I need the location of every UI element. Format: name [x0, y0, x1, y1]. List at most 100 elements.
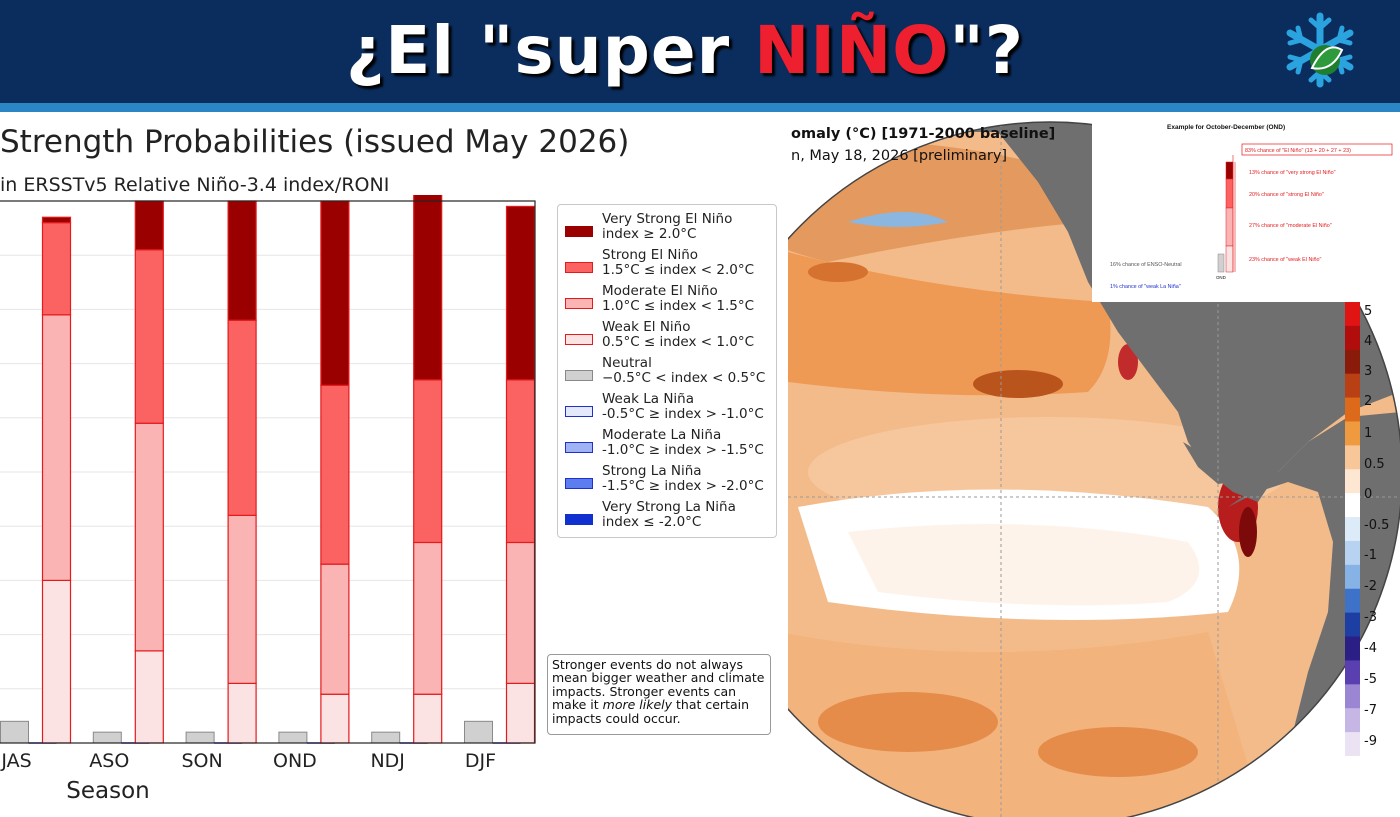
chart-title: Strength Probabilities (issued May 2026) — [0, 124, 630, 160]
chart-legend: Very Strong El Niño index ≥ 2.0°C Strong E… — [557, 204, 777, 538]
bar-moderate-el-ni-ojas — [41, 314, 72, 581]
note-emphasis: more likely — [602, 697, 673, 713]
inset-total-line: 83% chance of "El Niño" (13 + 20 + 27 + … — [1245, 148, 1351, 154]
x-tick-label: OND — [273, 750, 317, 772]
bar-weak-el-ni-oond — [320, 693, 350, 744]
legend-swatch — [565, 442, 593, 453]
legend-rule: index ≥ 2.0°C — [602, 226, 697, 242]
colorbar-tick-label: 0.5 — [1364, 457, 1385, 472]
impacts-note: Stronger events do not always mean bigge… — [547, 654, 771, 735]
legend-rule: index ≤ -2.0°C — [602, 514, 702, 530]
colorbar-tick-label: -0.5 — [1364, 518, 1390, 533]
colorbar-tick-label: -4 — [1364, 641, 1377, 656]
x-tick-label: SON — [181, 750, 222, 772]
legend-rule: −0.5°C < index < 0.5°C — [602, 370, 766, 386]
banner-title: ¿El "super NIÑO"? — [0, 12, 1370, 89]
colorbar-swatch — [1345, 397, 1360, 422]
legend-rule: 1.0°C ≤ index < 1.5°C — [602, 298, 755, 314]
colorbar-swatch — [1345, 325, 1360, 351]
colorbar-tick-label: 4 — [1364, 334, 1373, 349]
legend-item: Strong La Niña -1.5°C ≥ index > -2.0°C — [558, 463, 776, 499]
colorbar-swatch — [1345, 493, 1360, 518]
legend-swatch — [565, 406, 593, 417]
legend-label: Neutral — [602, 355, 652, 371]
note-text-start: Stronger events do not always mean bigge… — [552, 657, 765, 713]
colorbar-tick-label: 2 — [1364, 394, 1373, 409]
colorbar-tick-label: 3 — [1364, 364, 1373, 379]
legend-swatch — [565, 514, 593, 525]
inset-weak-la-nina-line: 1% chance of "weak La Niña" — [1110, 284, 1181, 290]
bar-weak-el-ni-oaso — [134, 650, 164, 744]
x-tick-label: NDJ — [370, 750, 404, 772]
colorbar-swatch — [1345, 708, 1360, 733]
strength-probability-chart: JAS ASO SON OND NDJ DJF Season — [0, 195, 536, 804]
legend-label: Weak La Niña — [602, 391, 695, 407]
legend-rule: -1.5°C ≥ index > -2.0°C — [602, 478, 764, 494]
bar-moderate-el-ni-oson — [227, 514, 257, 684]
bar-weak-el-ni-ojas — [41, 579, 72, 744]
colorbar-tick-label: -7 — [1364, 703, 1377, 718]
colorbar-swatch — [1345, 517, 1360, 542]
legend-label: Strong El Niño — [602, 247, 699, 263]
x-tick-label: ASO — [89, 750, 129, 772]
neutral-bar-ndj — [371, 731, 401, 744]
colorbar-swatch — [1345, 349, 1360, 375]
bar-very-strong-el-ni-oond — [320, 200, 350, 386]
colorbar-swatch — [1345, 469, 1360, 494]
legend-swatch — [565, 334, 593, 345]
colorbar-swatch — [1345, 636, 1360, 661]
bar-very-strong-el-ni-odjf — [505, 205, 536, 381]
bar-moderate-el-ni-oond — [320, 563, 350, 695]
legend-item: Very Strong El Niño index ≥ 2.0°C — [558, 211, 776, 247]
legend-swatch — [565, 478, 593, 489]
legend-label: Moderate La Niña — [602, 427, 722, 443]
legend-item: Weak El Niño 0.5°C ≤ index < 1.0°C — [558, 319, 776, 355]
colorbar-tick-label: -5 — [1364, 672, 1377, 687]
chart-subtitle: in ERSSTv5 Relative Niño-3.4 index/RONI — [0, 174, 390, 196]
banner-title-highlight: NIÑO — [754, 12, 950, 89]
bar-very-strong-el-ni-ojas — [41, 216, 72, 224]
colorbar-tick-label: -9 — [1364, 734, 1377, 749]
colorbar-swatch — [1345, 373, 1360, 399]
legend-rule: 0.5°C ≤ index < 1.0°C — [602, 334, 755, 350]
legend-rule: -1.0°C ≥ index > -1.5°C — [602, 442, 764, 458]
colorbar-swatch — [1345, 588, 1360, 614]
x-tick-label: JAS — [0, 750, 31, 772]
inset-very-strong-line: 13% chance of "very strong El Niño" — [1249, 170, 1336, 176]
colorbar-tick-label: -2 — [1364, 579, 1377, 594]
bar-very-strong-el-ni-oson — [227, 200, 257, 321]
title-banner — [0, 0, 1400, 103]
legend-label: Very Strong La Niña — [602, 499, 736, 515]
inset-neutral-line: 16% chance of ENSO-Neutral — [1110, 262, 1182, 268]
x-tick-label: DJF — [465, 750, 496, 772]
bar-strong-el-ni-ojas — [41, 222, 72, 316]
bar-strong-el-ni-ondj — [413, 379, 443, 544]
legend-item: Neutral −0.5°C < index < 0.5°C — [558, 355, 776, 391]
colorbar-swatch — [1345, 302, 1360, 327]
colorbar-swatch — [1345, 660, 1360, 685]
colorbar-swatch — [1345, 612, 1360, 638]
legend-rule: -0.5°C ≥ index > -1.0°C — [602, 406, 764, 422]
neutral-bar-aso — [92, 731, 122, 744]
legend-swatch — [565, 370, 593, 381]
map-subtitle: n, May 18, 2026 [preliminary] — [791, 148, 1008, 164]
plot-frame — [0, 200, 536, 744]
bar-strong-el-ni-oaso — [134, 249, 164, 424]
inset-bar-label: OND — [1216, 275, 1226, 280]
neutral-bar-ond — [278, 731, 308, 744]
bar-very-strong-el-ni-ondj — [413, 195, 443, 381]
legend-item: Weak La Niña -0.5°C ≥ index > -1.0°C — [558, 391, 776, 427]
bar-strong-el-ni-odjf — [505, 379, 536, 544]
colorbar-swatch — [1345, 540, 1360, 566]
legend-item: Moderate El Niño 1.0°C ≤ index < 1.5°C — [558, 283, 776, 319]
legend-label: Strong La Niña — [602, 463, 702, 479]
colorbar-tick-label: 1 — [1364, 426, 1373, 441]
legend-label: Very Strong El Niño — [602, 211, 733, 227]
legend-label: Moderate El Niño — [602, 283, 718, 299]
note-text-end: that certain impacts could occur. — [552, 697, 750, 726]
neutral-bar-son — [185, 731, 215, 744]
banner-stripe — [0, 103, 1400, 112]
map-title: omaly (°C) [1971-2000 baseline] — [791, 126, 1056, 142]
neutral-bar-djf — [464, 720, 493, 744]
snowflake-leaf-icon — [1286, 12, 1354, 88]
